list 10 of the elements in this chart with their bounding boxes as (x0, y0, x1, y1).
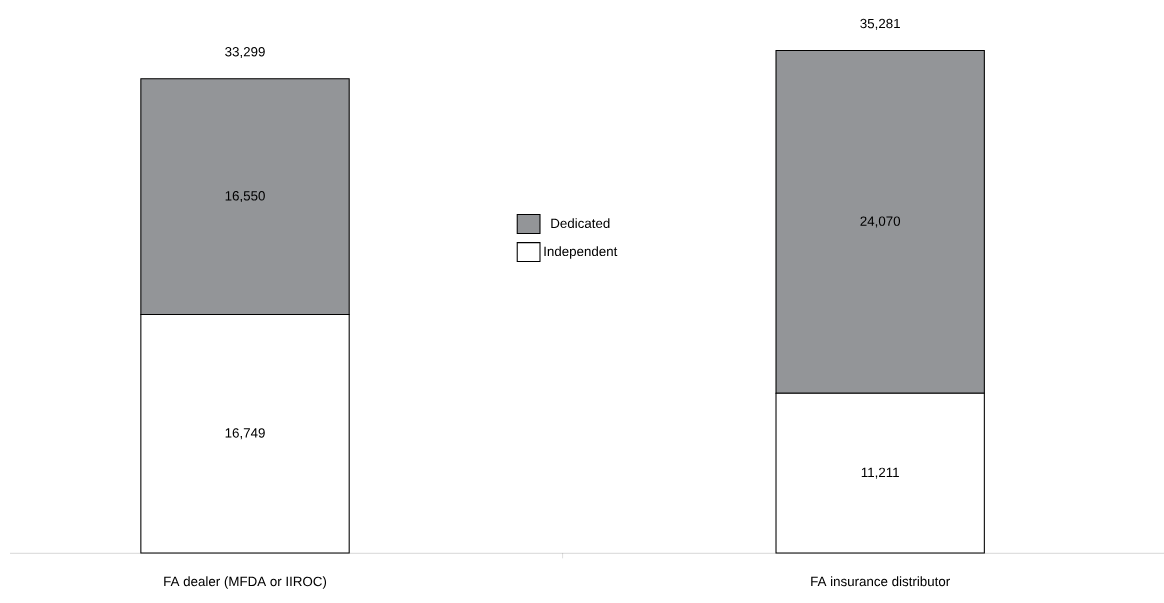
legend-label: Independent (544, 246, 618, 259)
data-label: 16,749 (225, 428, 265, 440)
total-label: 35,281 (860, 18, 900, 30)
data-label: 16,550 (225, 191, 265, 203)
data-label: 24,070 (860, 216, 901, 228)
x-tick-label: FA dealer (MFDA or IIROC) (164, 576, 327, 589)
data-label: 11,211 (861, 467, 899, 479)
legend-label: Dedicated (551, 218, 610, 229)
x-tick-label: FA insurance distributor (811, 576, 950, 587)
total-label: 33,299 (225, 47, 265, 59)
